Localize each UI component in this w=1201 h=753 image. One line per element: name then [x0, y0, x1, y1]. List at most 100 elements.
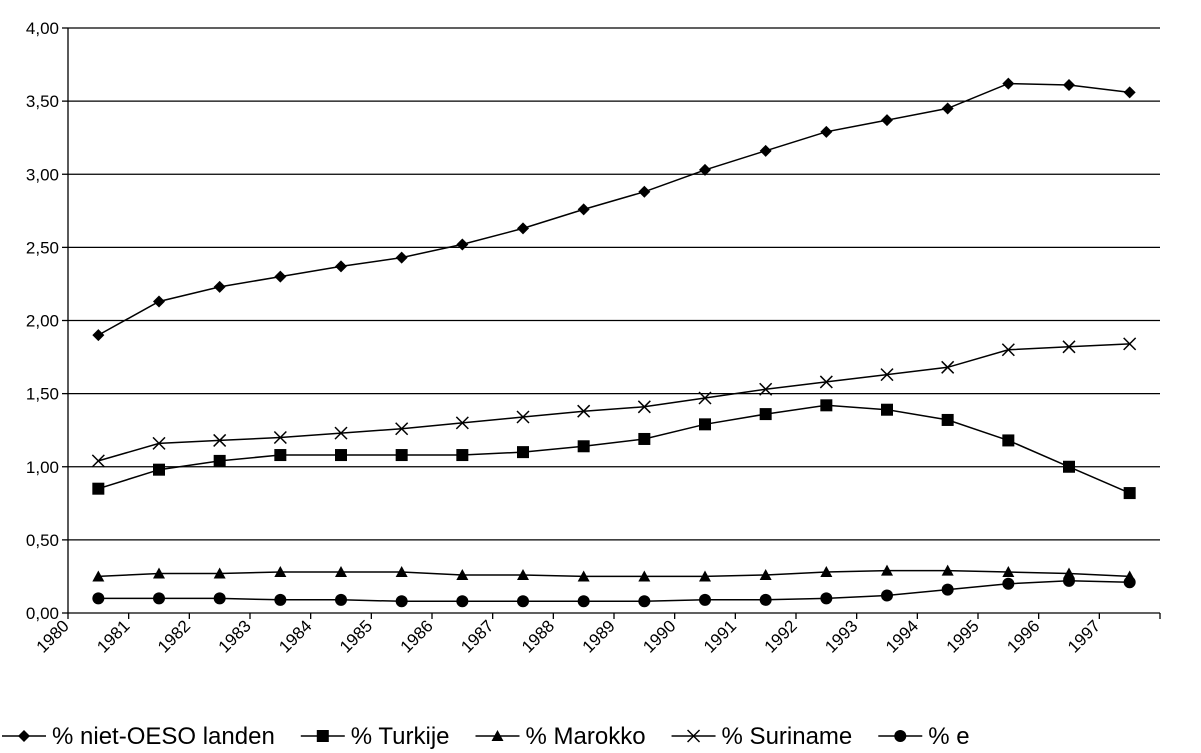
y-tick-label: 2,50 — [26, 238, 59, 257]
data-point — [153, 592, 165, 605]
legend-label: % e — [928, 723, 969, 750]
data-point — [759, 408, 772, 421]
data-point — [213, 280, 226, 293]
series-1 — [92, 77, 1136, 342]
x-tick-label: 1986 — [397, 616, 437, 656]
data-point — [759, 593, 772, 606]
data-point — [395, 449, 408, 462]
data-point — [820, 399, 833, 412]
data-point — [577, 570, 590, 582]
marker-stroke — [152, 436, 166, 450]
data-point — [577, 595, 590, 608]
data-point — [880, 368, 894, 382]
series-group — [91, 77, 1137, 608]
legend-marker — [894, 730, 907, 742]
legend-label: % Turkije — [351, 723, 450, 750]
legend-item-2: % Turkije — [300, 723, 450, 750]
data-point — [335, 566, 347, 578]
data-point — [455, 416, 469, 430]
x-tick-label: 1995 — [943, 616, 983, 656]
data-point — [395, 566, 408, 578]
legend-item-1: % niet-OESO landen — [2, 723, 275, 750]
series-5 — [92, 574, 1136, 608]
axes — [62, 27, 1161, 619]
data-point — [335, 260, 347, 273]
data-point — [1002, 577, 1015, 590]
x-tick-label: 1987 — [457, 616, 497, 656]
data-point — [941, 102, 954, 115]
data-point — [273, 430, 287, 445]
x-tick-label: 1997 — [1064, 616, 1104, 656]
data-point — [1062, 340, 1076, 354]
data-point — [456, 449, 469, 462]
data-point — [699, 418, 711, 431]
x-tick-label: 1984 — [275, 616, 315, 656]
series-line — [98, 580, 1130, 603]
data-point — [92, 592, 105, 605]
x-tick-label: 1982 — [154, 616, 194, 656]
gridlines — [68, 27, 1160, 541]
data-point — [638, 432, 651, 445]
data-point — [1002, 77, 1015, 90]
data-point — [1063, 460, 1075, 473]
data-point — [517, 222, 529, 235]
data-point — [395, 422, 409, 436]
legend-marker — [687, 729, 701, 743]
marker-stroke — [819, 375, 833, 389]
data-point — [820, 125, 833, 138]
data-point — [698, 391, 712, 405]
x-tick-label: 1994 — [882, 616, 922, 656]
marker-stroke — [516, 410, 530, 424]
marker-stroke — [1001, 343, 1015, 357]
y-tick-label: 3,50 — [26, 92, 59, 111]
data-point — [395, 251, 408, 264]
series-4 — [91, 337, 1137, 468]
marker-stroke — [637, 400, 651, 414]
data-point — [1063, 574, 1075, 587]
data-point — [637, 400, 651, 414]
data-point — [456, 595, 469, 608]
data-point — [517, 446, 529, 459]
marker-stroke — [91, 454, 105, 468]
y-tick-label: 1,00 — [26, 458, 59, 477]
marker-stroke — [334, 426, 348, 440]
y-tick-labels: 0,00 0,50 1,00 1,50 2,00 2,50 3,00 3,50 4,00 — [26, 19, 59, 623]
data-point — [881, 114, 893, 127]
data-point — [92, 329, 105, 342]
data-point — [153, 567, 165, 579]
data-point — [759, 568, 772, 580]
data-point — [92, 482, 105, 495]
data-point — [1123, 86, 1136, 99]
data-point — [517, 568, 529, 580]
series-line — [98, 569, 1130, 578]
data-point — [92, 570, 105, 582]
legend-item-4: % Suriname — [671, 723, 852, 750]
data-point — [941, 583, 954, 596]
data-point — [881, 403, 893, 416]
data-point — [577, 203, 590, 216]
data-point — [1063, 79, 1075, 92]
y-tick-label: 3,00 — [26, 165, 59, 184]
data-point — [819, 375, 833, 389]
series-line — [97, 82, 1130, 336]
series-3 — [92, 564, 1136, 582]
marker-stroke — [687, 729, 701, 743]
series-line — [98, 404, 1130, 494]
data-point — [941, 360, 955, 374]
data-point — [153, 463, 165, 476]
data-point — [456, 568, 469, 580]
data-point — [820, 566, 833, 578]
marker-stroke — [759, 382, 773, 396]
data-point — [213, 454, 226, 467]
y-tick-label: 2,00 — [26, 312, 59, 331]
data-point — [1123, 576, 1136, 589]
marker-stroke — [880, 368, 894, 382]
data-point — [213, 592, 226, 605]
legend: % niet-OESO landen % Turkije % Marokko % Su… — [2, 723, 970, 750]
data-point — [820, 592, 833, 605]
data-point — [274, 449, 287, 462]
x-tick-label: 1988 — [518, 616, 558, 656]
data-point — [759, 144, 772, 157]
data-point — [638, 185, 651, 198]
